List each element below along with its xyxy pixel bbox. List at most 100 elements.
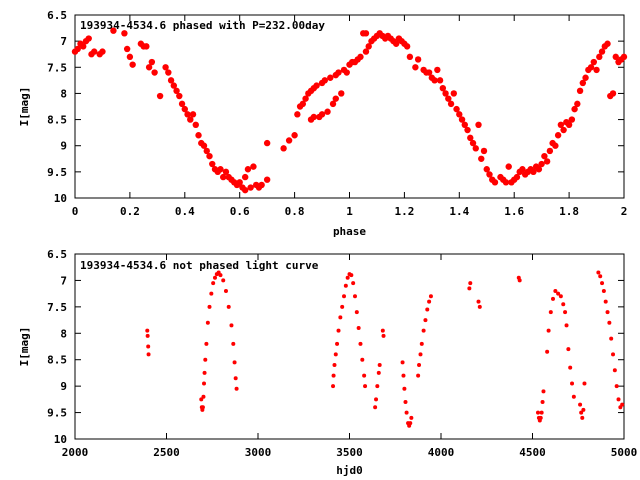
unphased-data-point — [616, 397, 621, 402]
unphased-x-tick-label: 4000 — [428, 446, 455, 459]
phased-data-point — [442, 90, 449, 97]
unphased-data-point — [550, 296, 555, 301]
unphased-data-point — [563, 310, 568, 315]
unphased-y-tick-label: 9 — [60, 380, 67, 393]
unphased-data-point — [603, 299, 608, 304]
phased-y-axis-label: I[mag] — [18, 87, 31, 127]
phased-data-point — [280, 145, 287, 152]
unphased-data-point — [234, 386, 239, 391]
unphased-data-point — [467, 286, 472, 291]
unphased-data-point — [352, 294, 357, 299]
unphased-x-tick-label: 4500 — [519, 446, 546, 459]
unphased-y-tick-label: 8 — [60, 327, 67, 340]
unphased-data-point — [380, 328, 385, 333]
phased-y-tick-label: 6.5 — [47, 9, 67, 22]
phased-data-point — [321, 77, 328, 84]
phased-data-point — [343, 69, 350, 76]
unphased-data-point — [212, 275, 217, 280]
phased-y-tick-label: 7.5 — [47, 61, 67, 74]
phased-data-point — [310, 113, 318, 121]
phased-data-point — [258, 181, 265, 189]
unphased-data-point — [428, 294, 433, 299]
phased-data-point — [568, 116, 576, 123]
unphased-data-point — [200, 405, 205, 410]
phased-data-point — [505, 163, 512, 170]
phased-data-point — [241, 173, 249, 181]
phased-x-tick-label: 1.6 — [504, 205, 524, 218]
phased-data-point — [244, 166, 252, 173]
phased-data-point — [335, 69, 342, 76]
unphased-data-point — [231, 341, 236, 346]
phased-data-point — [294, 111, 301, 118]
phased-data-point — [538, 160, 545, 168]
phased-data-point — [552, 142, 559, 149]
unphased-x-axis-label: hjd0 — [336, 464, 363, 477]
phased-data-point — [431, 77, 438, 84]
phased-data-point — [263, 139, 271, 147]
phased-data-point — [332, 95, 339, 102]
unphased-data-point — [611, 352, 616, 357]
phased-data-point — [461, 121, 468, 128]
unphased-data-point — [476, 299, 481, 304]
unphased-data-point — [403, 400, 408, 404]
unphased-y-tick-label: 9.5 — [47, 407, 67, 420]
phased-y-tick-label: 9.5 — [47, 166, 67, 179]
unphased-data-point — [226, 304, 231, 309]
phased-data-point — [447, 100, 455, 108]
unphased-data-point — [571, 394, 576, 399]
phased-data-point — [285, 137, 293, 144]
unphased-data-point — [427, 299, 432, 304]
phased-data-point — [302, 95, 309, 102]
phased-data-point — [579, 79, 587, 87]
unphased-data-point — [349, 273, 354, 278]
phased-x-tick-label: 0.2 — [120, 205, 140, 218]
phased-x-tick-label: 0.4 — [175, 205, 195, 218]
phased-data-point — [181, 105, 188, 113]
phased-data-point — [598, 48, 606, 55]
phased-data-point — [222, 168, 230, 176]
phased-data-point — [250, 163, 257, 170]
phased-data-point — [609, 90, 617, 97]
unphased-data-point — [564, 323, 569, 328]
unphased-data-point — [331, 384, 336, 389]
unphased-data-point — [581, 407, 586, 412]
phased-light-curve-panel: 193934-4534.6 phased with P=232.00day ph… — [18, 9, 627, 238]
phased-data-point — [480, 147, 488, 155]
unphased-data-point — [356, 326, 361, 330]
unphased-data-point — [579, 410, 584, 415]
phased-data-point — [241, 186, 249, 194]
unphased-data-point — [596, 270, 601, 275]
unphased-data-point — [601, 289, 606, 293]
phased-data-point — [220, 173, 227, 181]
phased-x-tick-label: 1.4 — [449, 205, 469, 218]
unphased-data-point — [578, 402, 583, 407]
phased-y-tick-label: 10 — [54, 192, 67, 205]
phased-data-point — [91, 48, 98, 55]
unphased-data-point — [416, 373, 421, 378]
phased-data-point — [151, 69, 158, 76]
unphased-data-point — [612, 368, 617, 373]
unphased-data-point — [376, 370, 381, 375]
phased-data-point — [299, 100, 307, 108]
unphased-data-point — [145, 333, 150, 338]
phased-data-point — [85, 35, 92, 42]
phased-data-points — [71, 27, 628, 194]
unphased-data-point — [540, 400, 545, 404]
phased-data-point — [167, 77, 175, 84]
phased-plot-title: 193934-4534.6 phased with P=232.00day — [80, 19, 325, 32]
unphased-data-point — [146, 344, 151, 349]
unphased-data-point — [421, 328, 426, 333]
phased-data-point — [458, 116, 466, 123]
unphased-data-point — [408, 421, 413, 426]
unphased-data-point — [539, 410, 544, 415]
phased-data-point — [574, 100, 581, 108]
phased-data-point — [557, 121, 565, 128]
phased-data-point — [110, 27, 117, 34]
phased-data-point — [535, 166, 543, 173]
phased-data-point — [206, 152, 213, 160]
phased-data-point — [541, 152, 548, 160]
unphased-data-point — [338, 315, 343, 320]
phased-data-point — [604, 40, 611, 47]
phased-data-point — [324, 108, 331, 115]
